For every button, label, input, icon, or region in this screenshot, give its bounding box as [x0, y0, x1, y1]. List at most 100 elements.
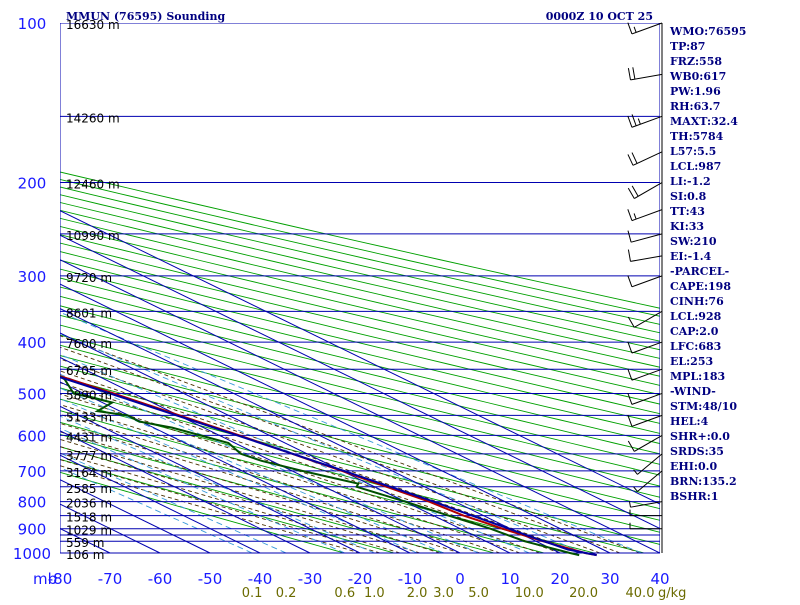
index-line: CAP:2.0	[670, 325, 719, 338]
wind-barb-flag	[627, 316, 635, 328]
index-line: SI:0.8	[670, 190, 707, 203]
moist-adiabat	[60, 431, 461, 554]
temperature-tick-label: 10	[500, 570, 519, 588]
mixing-ratio-line	[60, 333, 584, 554]
mixing-ratio-unit: g/kg	[658, 586, 686, 600]
index-line: SW:210	[670, 235, 717, 248]
moist-adiabat	[60, 438, 441, 554]
wind-barb-flag	[628, 501, 631, 508]
index-line: HEL:4	[670, 415, 709, 428]
temperature-tick-label: 30	[600, 570, 619, 588]
temperature-tick-label: -10	[398, 570, 423, 588]
pressure-tick-label: 400	[18, 334, 47, 352]
height-label: 2036 m	[66, 497, 112, 511]
pressure-unit-label: mb	[33, 570, 57, 588]
mixing-ratio-label: 10.0	[515, 586, 544, 600]
moist-adiabat	[60, 446, 421, 554]
plot-frame	[60, 23, 660, 554]
wind-barb-shaft	[637, 453, 663, 475]
pressure-tick-label: 500	[18, 385, 47, 403]
wind-barb-shaft	[631, 414, 663, 427]
wind-barb-flag	[627, 392, 633, 405]
wind-barbs	[627, 22, 663, 553]
temperature-tick-label: -40	[248, 570, 273, 588]
isotherm	[60, 259, 660, 554]
index-line: STM:48/10	[670, 400, 737, 413]
wind-barb-flag	[631, 152, 638, 164]
moist-adiabat	[60, 422, 481, 554]
wind-barb-flag	[627, 440, 635, 452]
mixing-ratio-label: 0.6	[334, 586, 355, 600]
wind-barb-flag	[627, 414, 633, 427]
index-line: PW:1.96	[670, 85, 721, 98]
index-line: SHR+:0.0	[670, 430, 730, 443]
temperature-tick-label: -50	[198, 570, 223, 588]
pressure-tick-label: 100	[18, 15, 47, 33]
valid-time: 0000Z 10 OCT 25	[546, 10, 653, 23]
wind-barb-shaft	[632, 151, 663, 166]
station-title: MMUN (76595) Sounding	[66, 10, 225, 23]
wind-barb-shaft	[631, 22, 663, 35]
height-label: 3777 m	[66, 449, 112, 463]
isotherm	[60, 234, 660, 530]
wind-barb-shaft	[631, 115, 663, 128]
index-line: FRZ:558	[670, 55, 722, 68]
wind-barb-shaft	[631, 392, 663, 405]
stability-indices: WMO:76595 TP:87 FRZ:558 WB0:617 PW:1.96 RH:63…	[669, 25, 746, 503]
isotherm	[60, 210, 660, 505]
temperature-tick-label: -80	[48, 570, 73, 588]
index-line: WMO:76595	[669, 25, 746, 38]
mixing-ratio-label: 2.0	[407, 586, 428, 600]
index-line: LFC:683	[670, 340, 721, 353]
index-line: BRN:135.2	[670, 475, 737, 488]
index-line: TT:43	[670, 205, 705, 218]
wind-barb-flag	[637, 118, 641, 125]
height-label: 5890 m	[66, 388, 112, 402]
pressure-tick-label: 600	[18, 427, 47, 445]
index-line: RH:63.7	[670, 100, 720, 113]
index-line: KI:33	[670, 220, 704, 233]
wind-barb-flag	[627, 368, 633, 381]
isotherm	[60, 430, 311, 554]
index-line: EI:-1.4	[670, 250, 712, 263]
height-label: 6705 m	[66, 364, 112, 378]
wind-barb-flag	[627, 154, 634, 166]
mixing-ratio-label: 0.1	[242, 586, 263, 600]
index-line: LI:-1.2	[670, 175, 711, 188]
index-line: LCL:987	[670, 160, 721, 173]
height-label: 106 m	[66, 548, 104, 562]
wind-barb-flag	[627, 115, 633, 128]
temperature-tick-label: 20	[550, 570, 569, 588]
index-line: SRDS:35	[670, 445, 724, 458]
wind-barb-flag	[633, 213, 637, 220]
height-label: 559 m	[66, 536, 104, 550]
height-label: 16630 m	[66, 18, 120, 32]
index-line: CINH:76	[670, 295, 724, 308]
wind-barb-shaft	[634, 310, 663, 328]
moist-adiabat	[60, 335, 641, 554]
wind-barb-shaft	[630, 233, 663, 243]
pressure-tick-label: 200	[18, 175, 47, 193]
height-label: 8601 m	[66, 306, 112, 320]
wind-barb-flag	[633, 26, 637, 33]
wind-barb-flag	[627, 249, 631, 262]
wind-barb-shaft	[631, 341, 663, 354]
wind-barb-flag	[627, 209, 633, 221]
index-line: BSHR:1	[670, 490, 719, 503]
height-label: 10990 m	[66, 229, 120, 243]
wind-barb-flag	[627, 22, 633, 35]
wind-barb-flag	[627, 187, 635, 199]
index-line: TH:5784	[670, 130, 724, 143]
height-label: 7600 m	[66, 337, 112, 351]
mixing-ratio-label: 40.0	[626, 586, 655, 600]
pressure-tick-label: 800	[18, 494, 47, 512]
index-line: L57:5.5	[670, 145, 716, 158]
wind-barb-shaft	[631, 368, 663, 381]
moist-adiabat	[60, 459, 381, 554]
index-line: TP:87	[670, 40, 705, 53]
mixing-ratio-label: 5.0	[468, 586, 489, 600]
mixing-ratio-line	[60, 427, 345, 554]
mixing-ratio-label: 0.2	[276, 586, 297, 600]
